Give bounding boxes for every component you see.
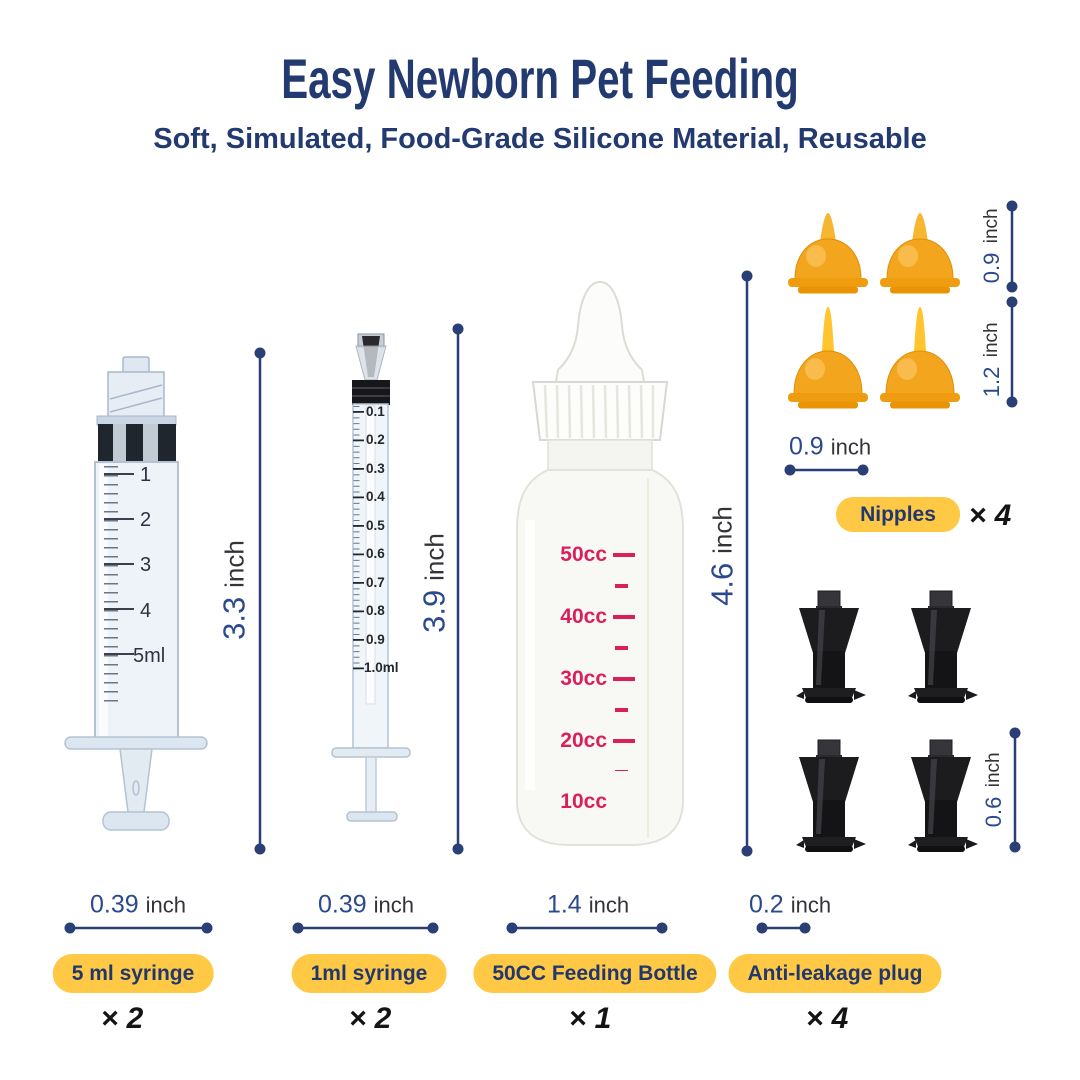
dim-line-syringe1-width <box>292 922 439 934</box>
plugs-illustration <box>795 590 979 853</box>
syringe5-scale-3: 3 <box>140 554 151 576</box>
count-nipples: × 4 <box>968 499 1012 532</box>
plug-illustration <box>907 739 979 853</box>
syringe1-scale-06: 0.6 <box>366 546 385 561</box>
syringe5-width-label: 0.39 inch <box>89 890 187 919</box>
count-syringe1: × 2 <box>348 1002 392 1035</box>
syringe1-height-label: 3.9inch <box>416 533 452 633</box>
page-title: Easy Newborn Pet Feeding <box>281 47 799 110</box>
syringe5-scale-2: 2 <box>140 509 151 531</box>
dim-line-syringe1-height <box>452 323 464 855</box>
nipple-short-illustration <box>879 212 961 294</box>
syringe-1ml-illustration: 0.1 0.2 0.3 0.4 0.5 0.6 0.7 0.8 0.9 1.0m… <box>331 333 411 822</box>
syringe5-scale-5ml: 5ml <box>133 645 165 667</box>
dim-line-nipple-width <box>784 464 869 476</box>
dim-line-bottle-width <box>506 922 668 934</box>
dim-line-nipple-short-height <box>1006 200 1018 293</box>
plug-illustration <box>907 590 979 704</box>
bottle-scale-30cc: 30cc <box>560 667 607 690</box>
syringe5-scale-1: 1 <box>140 464 151 486</box>
nipple-short-height-label: 0.9inch <box>979 208 1004 284</box>
bottle-scale-20cc: 20cc <box>560 729 607 752</box>
dim-line-plug-width <box>756 922 811 934</box>
syringe1-scale-04: 0.4 <box>366 489 385 504</box>
label-pill-syringe1: 1ml syringe <box>291 954 447 994</box>
dim-line-syringe5-height <box>254 347 266 855</box>
page-subtitle: Soft, Simulated, Food-Grade Silicone Mat… <box>153 123 927 155</box>
nipples-illustration <box>787 212 961 409</box>
feeding-bottle-illustration: 50cc 40cc 30cc 20cc 10cc <box>516 280 684 846</box>
syringe1-scale-03: 0.3 <box>366 461 385 476</box>
dim-line-nipple-long-height <box>1006 296 1018 408</box>
nipple-long-illustration <box>879 306 961 409</box>
label-pill-bottle: 50CC Feeding Bottle <box>473 954 717 994</box>
syringe1-scale-01: 0.1 <box>366 404 385 419</box>
bottle-height-label: 4.6inch <box>704 506 740 606</box>
plug-width-label: 0.2 inch <box>748 890 832 919</box>
plug-height-label: 0.6inch <box>981 752 1006 828</box>
nipple-width-label: 0.9 inch <box>788 432 872 461</box>
syringe5-scale-4: 4 <box>140 600 151 622</box>
syringe1-scale-09: 0.9 <box>366 632 385 647</box>
dim-line-syringe5-width <box>64 922 213 934</box>
syringe5-height-label: 3.3inch <box>216 540 252 640</box>
label-pill-nipples: Nipples <box>836 497 960 533</box>
syringe1-width-label: 0.39 inch <box>317 890 415 919</box>
plug-illustration <box>795 739 867 853</box>
syringe1-scale-10ml: 1.0ml <box>364 660 399 675</box>
bottle-scale-10cc: 10cc <box>560 790 607 813</box>
syringe1-scale-07: 0.7 <box>366 575 385 590</box>
bottle-scale-40cc: 40cc <box>560 605 607 628</box>
dim-line-plug-height <box>1009 727 1021 853</box>
count-plugs: × 4 <box>805 1002 849 1035</box>
count-syringe5: × 2 <box>100 1002 144 1035</box>
header: Easy Newborn Pet Feeding Soft, Simulated… <box>0 46 1080 156</box>
syringe1-scale-08: 0.8 <box>366 603 385 618</box>
nipple-long-height-label: 1.2inch <box>979 322 1004 398</box>
syringe1-scale-05: 0.5 <box>366 518 385 533</box>
label-pill-syringe5: 5 ml syringe <box>52 954 214 994</box>
nipple-short-illustration <box>787 212 869 294</box>
syringe1-scale-02: 0.2 <box>366 432 385 447</box>
nipple-long-illustration <box>787 306 869 409</box>
label-pill-plugs: Anti-leakage plug <box>728 954 942 994</box>
bottle-scale-50cc: 50cc <box>560 543 607 566</box>
dim-line-bottle-height <box>741 270 753 857</box>
count-bottle: × 1 <box>568 1002 612 1035</box>
bottle-width-label: 1.4 inch <box>546 890 630 919</box>
plug-illustration <box>795 590 867 704</box>
syringe-5ml-illustration: 1 2 3 4 5ml <box>64 356 208 831</box>
